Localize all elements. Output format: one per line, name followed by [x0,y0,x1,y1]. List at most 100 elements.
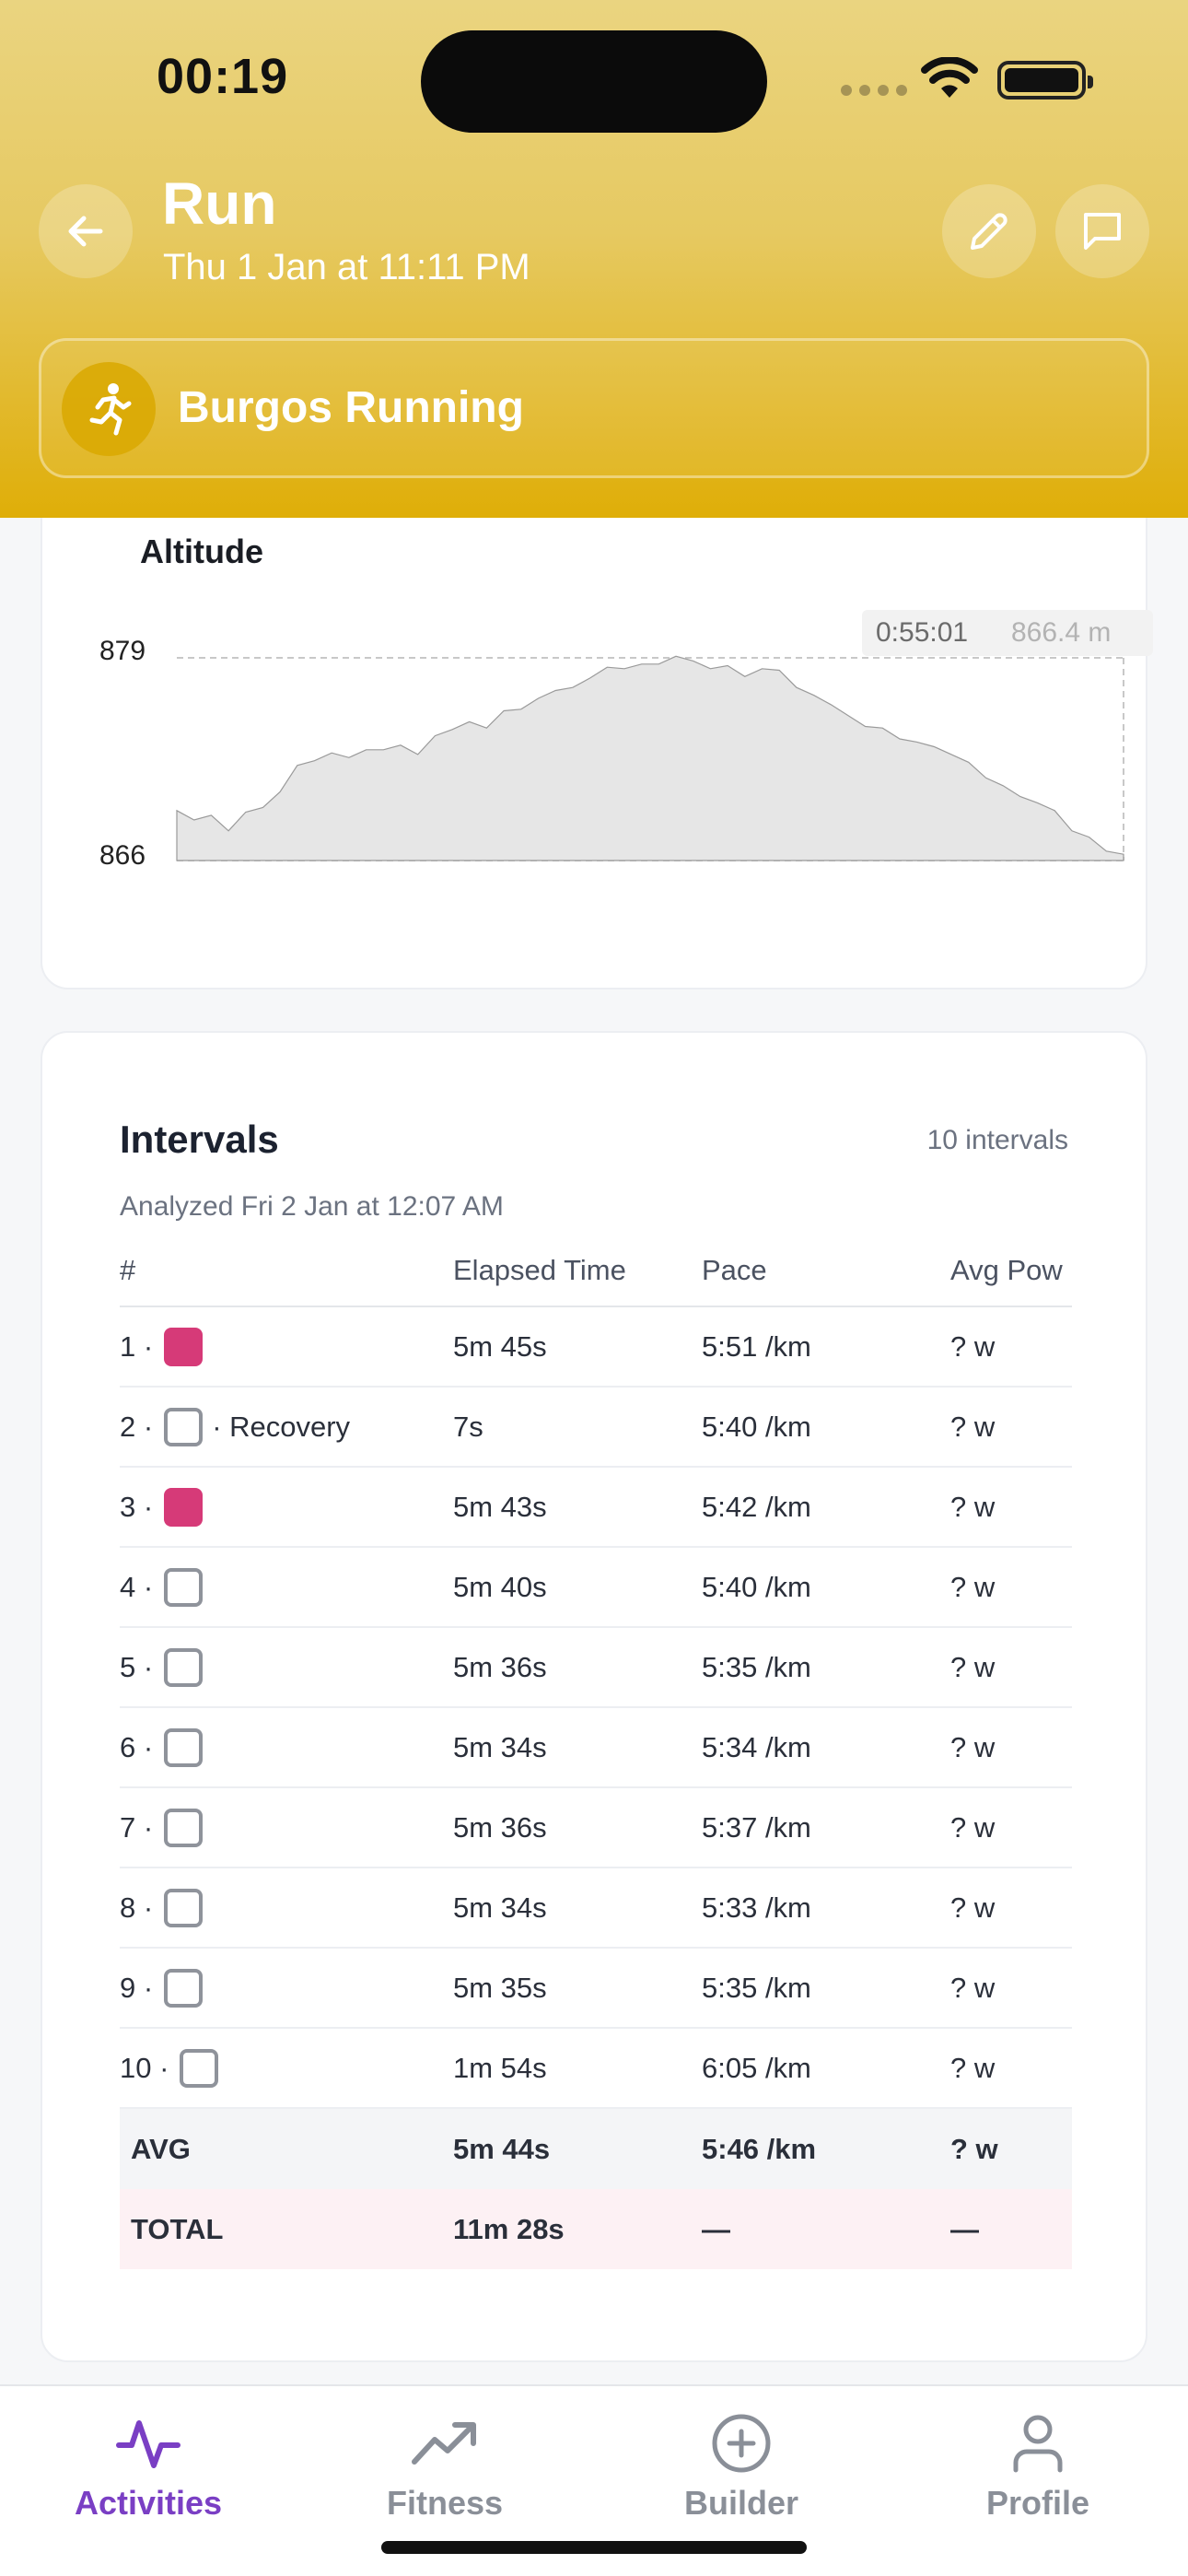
intervals-card: Intervals 10 intervals Analyzed Fri 2 Ja… [41,1031,1147,2362]
table-row[interactable]: 8 · 5m 34s 5:33 /km ? w [120,1868,1072,1949]
tab-label: Activities [74,2484,223,2522]
interval-color-swatch[interactable] [164,1968,204,2008]
interval-avg-power: ? w [950,2051,996,2084]
table-row[interactable]: 2 · · Recovery 7s 5:40 /km ? w [120,1388,1072,1468]
comment-button[interactable] [1055,184,1149,278]
table-row[interactable]: 6 · 5m 34s 5:34 /km ? w [120,1708,1072,1788]
interval-avg-power: ? w [950,1410,996,1443]
interval-number: 3 · [120,1490,154,1523]
interval-elapsed-time: 5m 34s [453,1891,547,1924]
column-header-elapsed-time[interactable]: Elapsed Time [453,1254,626,1286]
table-row[interactable]: 9 · 5m 35s 5:35 /km ? w [120,1949,1072,2029]
interval-color-swatch[interactable] [180,2048,219,2088]
trending-up-icon [412,2422,476,2465]
intervals-table: # Elapsed Time Pace Avg Pow 1 · 5m 45s 5:5… [120,1235,1072,2269]
interval-avg-power: ? w [950,1971,996,2004]
interval-number: 10 · [120,2051,169,2084]
interval-pace: 5:35 /km [702,1650,811,1683]
table-row[interactable]: 7 · 5m 36s 5:37 /km ? w [120,1788,1072,1868]
interval-elapsed-time: 5m 35s [453,1971,547,2004]
interval-number-cell: 8 · [120,1868,204,1947]
interval-pace: 6:05 /km [702,2051,811,2084]
table-row[interactable]: 3 · 5m 43s 5:42 /km ? w [120,1468,1072,1548]
status-time: 00:19 [157,49,289,104]
interval-number-cell: 5 · [120,1628,204,1706]
altitude-title: Altitude [140,533,263,570]
interval-number-cell: 2 · · Recovery [120,1388,350,1466]
user-icon [1013,2415,1063,2473]
interval-color-swatch[interactable] [164,1327,204,1366]
interval-type-label: · Recovery [212,1410,351,1443]
interval-avg-power: ? w [950,1490,996,1523]
interval-number: 9 · [120,1971,154,2004]
activity-pulse-icon [116,2420,181,2468]
interval-color-swatch[interactable] [164,1727,204,1767]
battery-icon [997,61,1093,100]
pencil-icon [971,213,1007,250]
plus-circle-icon [712,2414,771,2473]
interval-number: 5 · [120,1650,154,1683]
interval-elapsed-time: 5m 34s [453,1730,547,1763]
interval-color-swatch[interactable] [164,1888,204,1927]
total-row: TOTAL 11m 28s — — [120,2189,1072,2269]
tab-profile[interactable]: Profile [890,2406,1186,2523]
edit-button[interactable] [942,184,1036,278]
cellular-signal-icon [841,85,907,96]
tab-label: Fitness [386,2484,504,2522]
intervals-title: Intervals [120,1118,279,1161]
interval-number: 7 · [120,1810,154,1844]
interval-color-swatch[interactable] [164,1407,204,1446]
interval-color-swatch[interactable] [164,1487,204,1527]
total-power: — [950,2212,979,2245]
column-header-avg-power[interactable]: Avg Pow [950,1254,1063,1286]
activity-type-card[interactable]: Burgos Running [39,338,1149,478]
tab-activities[interactable]: Activities [0,2406,297,2523]
altitude-chart[interactable]: 0:55:01 866.4 m 879 866 [88,591,1157,886]
interval-pace: 5:40 /km [702,1410,811,1443]
table-row[interactable]: 5 · 5m 36s 5:35 /km ? w [120,1628,1072,1708]
interval-elapsed-time: 5m 36s [453,1810,547,1844]
interval-elapsed-time: 1m 54s [453,2051,547,2084]
avg-pace: 5:46 /km [702,2132,817,2165]
total-pace: — [702,2212,730,2245]
activity-date: Thu 1 Jan at 11:11 PM [163,247,530,287]
table-header: # Elapsed Time Pace Avg Pow [120,1235,1072,1307]
interval-number: 6 · [120,1730,154,1763]
interval-number-cell: 3 · [120,1468,204,1546]
column-header-pace[interactable]: Pace [702,1254,767,1286]
intervals-count: 10 intervals [926,1125,1068,1155]
altitude-card: Altitude 0:55:01 866.4 m 879 866 [41,461,1153,989]
activity-type-label: Burgos Running [178,383,524,432]
table-row[interactable]: 1 · 5m 45s 5:51 /km ? w [120,1307,1072,1388]
avg-time: 5m 44s [453,2132,551,2165]
tab-fitness[interactable]: Fitness [297,2406,593,2523]
column-header-number: # [120,1254,136,1286]
dynamic-island [421,30,767,133]
tab-builder[interactable]: Builder [593,2406,890,2523]
interval-color-swatch[interactable] [164,1647,204,1687]
interval-number-cell: 10 · [120,2029,219,2107]
interval-number: 4 · [120,1570,154,1603]
page-title: Run [162,170,277,237]
interval-color-swatch[interactable] [164,1567,204,1607]
interval-avg-power: ? w [950,1650,996,1683]
interval-pace: 5:42 /km [702,1490,811,1523]
table-row[interactable]: 10 · 1m 54s 6:05 /km ? w [120,2029,1072,2109]
interval-pace: 5:34 /km [702,1730,811,1763]
chart-tooltip-bg [862,610,1153,656]
arrow-left-icon [68,216,103,247]
interval-pace: 5:40 /km [702,1570,811,1603]
interval-number: 2 · [120,1410,154,1443]
interval-elapsed-time: 7s [453,1410,483,1443]
tooltip-time: 0:55:01 [876,617,968,648]
interval-number: 1 · [120,1329,154,1363]
tab-label: Profile [985,2484,1090,2522]
back-button[interactable] [39,184,133,278]
intervals-analyzed-date: Analyzed Fri 2 Jan at 12:07 AM [120,1191,504,1222]
table-row[interactable]: 4 · 5m 40s 5:40 /km ? w [120,1548,1072,1628]
wifi-icon [921,57,978,98]
interval-number-cell: 9 · [120,1949,204,2027]
interval-color-swatch[interactable] [164,1808,204,1847]
altitude-area [176,655,1124,861]
